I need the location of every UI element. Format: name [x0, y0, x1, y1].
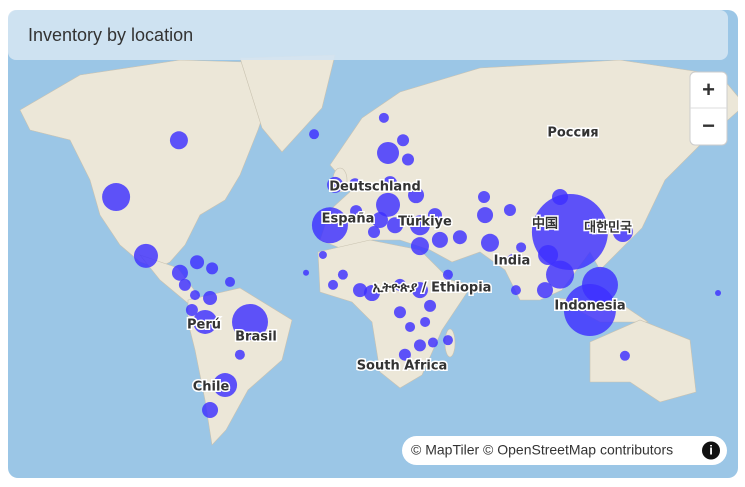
location-bubble[interactable]: [368, 225, 381, 238]
location-bubble[interactable]: [507, 253, 520, 266]
location-bubble[interactable]: [203, 291, 218, 306]
country-label: Perú: [187, 318, 221, 333]
location-bubble[interactable]: [409, 215, 430, 236]
location-bubble[interactable]: [480, 233, 499, 252]
location-bubble[interactable]: [303, 269, 310, 276]
location-bubble[interactable]: [503, 204, 516, 217]
location-bubble[interactable]: [171, 264, 188, 281]
location-bubble[interactable]: [424, 299, 437, 312]
location-bubble[interactable]: [318, 250, 327, 259]
location-bubble[interactable]: [213, 373, 238, 398]
country-label: ኢትዮጵያ / Ethiopia: [373, 281, 492, 296]
location-bubble[interactable]: [225, 276, 236, 287]
location-bubble[interactable]: [431, 231, 448, 248]
location-bubble[interactable]: [410, 237, 429, 256]
title: Inventory by location: [28, 25, 193, 45]
location-bubble[interactable]: [408, 187, 425, 204]
location-bubble[interactable]: [378, 112, 389, 123]
location-bubble[interactable]: [536, 282, 553, 299]
location-bubble[interactable]: [393, 278, 406, 291]
country-label: Россия: [547, 126, 598, 141]
country-label: Chile: [193, 380, 230, 395]
country-label: Brasil: [235, 330, 277, 345]
country-label: Deutschland: [329, 180, 421, 195]
location-bubble[interactable]: [376, 192, 401, 217]
location-bubble[interactable]: [337, 269, 348, 280]
country-label: 대한민국: [584, 220, 632, 236]
country-label: Türkiye: [398, 215, 452, 230]
location-bubble[interactable]: [193, 309, 218, 334]
location-bubble[interactable]: [206, 262, 219, 275]
location-bubble[interactable]: [398, 348, 411, 361]
location-bubble[interactable]: [405, 321, 416, 332]
location-bubble[interactable]: [190, 255, 205, 270]
location-bubble[interactable]: [349, 178, 362, 191]
attribution[interactable]: © MapTiler © OpenStreetMap contributors: [411, 442, 673, 458]
country-label: India: [494, 254, 531, 269]
location-bubble[interactable]: [452, 230, 467, 245]
location-bubble[interactable]: [102, 183, 131, 212]
zoom-in-button[interactable]: +: [702, 77, 715, 102]
location-bubble[interactable]: [516, 242, 527, 253]
location-bubble[interactable]: [427, 337, 438, 348]
location-bubble[interactable]: [546, 260, 575, 289]
map-canvas[interactable]: Россия Deutschland España Türkiye 中国 대한민…: [8, 10, 745, 478]
location-bubble[interactable]: [327, 176, 344, 193]
location-bubble[interactable]: [232, 303, 268, 340]
location-bubble[interactable]: [397, 134, 410, 147]
location-bubble[interactable]: [478, 191, 491, 204]
location-bubble[interactable]: [377, 141, 400, 164]
bubble-layer: [102, 112, 722, 418]
location-bubble[interactable]: [350, 205, 363, 218]
location-bubble[interactable]: [328, 279, 339, 290]
location-bubble[interactable]: [442, 269, 453, 280]
location-bubble[interactable]: [387, 217, 404, 234]
location-bubble[interactable]: [715, 290, 722, 297]
zoom-out-button[interactable]: −: [702, 113, 715, 138]
location-bubble[interactable]: [178, 278, 191, 291]
location-bubble[interactable]: [510, 285, 521, 296]
location-bubble[interactable]: [383, 176, 398, 191]
country-label: España: [322, 212, 375, 227]
header-bar: [8, 10, 728, 60]
location-bubble[interactable]: [371, 211, 388, 228]
location-bubble[interactable]: [202, 401, 219, 418]
location-bubble[interactable]: [234, 349, 245, 360]
location-bubble[interactable]: [420, 316, 431, 327]
location-bubble[interactable]: [402, 153, 415, 166]
location-bubble[interactable]: [169, 131, 188, 150]
location-bubble[interactable]: [393, 306, 406, 319]
location-bubble[interactable]: [563, 284, 616, 336]
attribution-box: [402, 436, 727, 465]
location-bubble[interactable]: [133, 243, 158, 268]
info-icon[interactable]: i: [709, 442, 713, 457]
location-bubble[interactable]: [538, 244, 559, 265]
location-bubble[interactable]: [411, 282, 428, 299]
location-bubble[interactable]: [477, 207, 494, 224]
country-label: 中国: [532, 216, 558, 232]
location-bubble[interactable]: [185, 304, 198, 316]
location-bubble[interactable]: [552, 189, 569, 206]
location-bubble[interactable]: [612, 221, 633, 242]
location-bubble[interactable]: [311, 207, 348, 244]
location-bubble[interactable]: [353, 283, 368, 298]
country-label: South Africa: [357, 359, 448, 374]
location-bubble[interactable]: [189, 290, 200, 301]
location-bubble[interactable]: [309, 129, 320, 140]
location-bubble[interactable]: [427, 208, 442, 223]
country-label: Indonesia: [554, 299, 625, 314]
location-bubble[interactable]: [442, 335, 453, 346]
location-bubble[interactable]: [413, 339, 426, 352]
location-bubble[interactable]: [363, 285, 380, 302]
info-button[interactable]: [702, 441, 720, 460]
land: [589, 319, 697, 403]
location-bubble[interactable]: [619, 350, 630, 361]
